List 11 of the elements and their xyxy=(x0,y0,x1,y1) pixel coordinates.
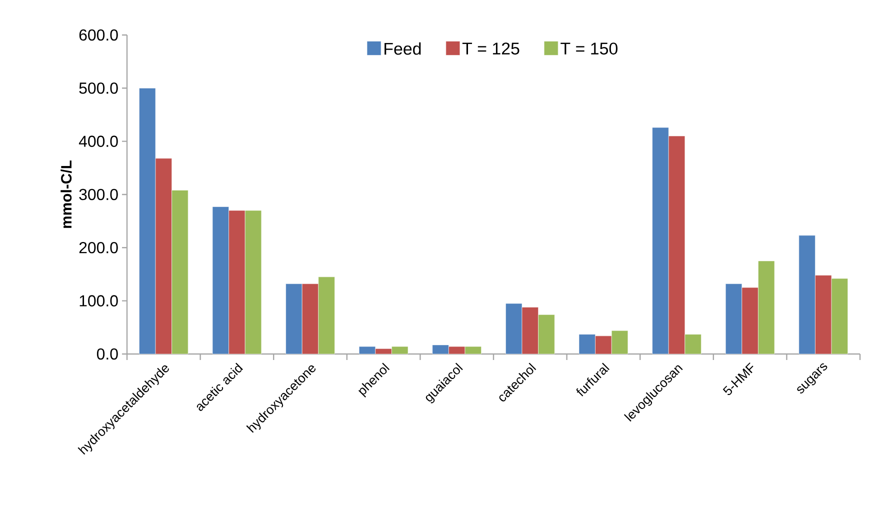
y-tick-label: 400.0 xyxy=(78,136,118,147)
y-tick-label: 500.0 xyxy=(79,82,118,94)
y-tick-label: 300.0 xyxy=(79,188,118,200)
y-axis-title: mmol-C/L xyxy=(60,160,72,228)
y-tick-label: 600.0 xyxy=(79,29,118,41)
legend-label: T = 150 xyxy=(560,42,618,55)
legend-label: T = 125 xyxy=(462,42,520,55)
y-tick-label: 200.0 xyxy=(79,242,118,254)
legend-label: Feed xyxy=(384,42,421,55)
y-tick-label: 0.0 xyxy=(96,348,118,360)
y-tick-label: 100.0 xyxy=(80,295,118,306)
